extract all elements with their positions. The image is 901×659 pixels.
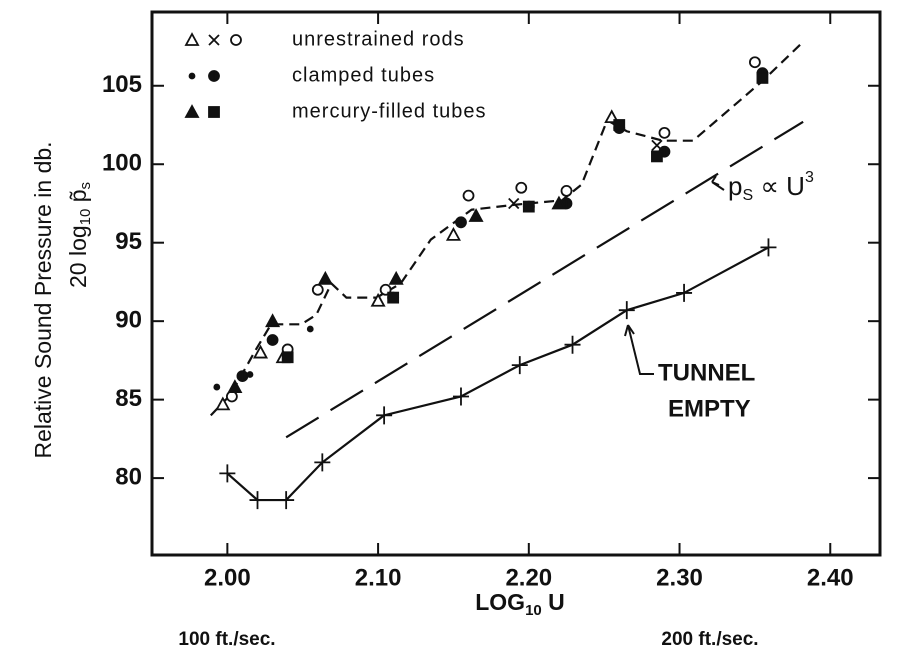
- y-tick-label: 105: [102, 71, 142, 98]
- marker-circle: [225, 390, 238, 403]
- marker-cross: [278, 491, 295, 510]
- marker-square: [208, 106, 220, 118]
- marker-cross: [376, 406, 393, 425]
- marker-x: [508, 197, 520, 210]
- marker-dot: [213, 383, 221, 391]
- marker-triangle: [370, 292, 386, 307]
- marker-cross: [676, 283, 693, 302]
- cube-law-label: pS ∝ U3: [728, 169, 814, 204]
- legend-item: unrestrained rods: [184, 28, 465, 50]
- y-tick-label: 100: [102, 150, 142, 177]
- x-tick-label: 2.30: [656, 564, 703, 591]
- marker-cross: [452, 387, 469, 406]
- marker-cross: [511, 356, 528, 375]
- speed-note: 200 ft./sec.: [661, 629, 758, 650]
- marker-cross: [760, 238, 777, 257]
- cube-law-arrow: [711, 175, 725, 191]
- marker-circle: [230, 34, 242, 46]
- marker-triangle: [253, 344, 269, 359]
- marker-triangle-filled: [551, 195, 567, 210]
- marker-triangle-filled: [227, 379, 243, 393]
- y-tick-label: 80: [115, 463, 142, 490]
- tunnel-label: TUNNEL: [658, 359, 755, 386]
- x-tick-label: 2.20: [505, 564, 552, 591]
- marker-dot: [246, 371, 254, 378]
- marker-half: [455, 216, 467, 229]
- legend-label: mercury-filled tubes: [292, 100, 487, 122]
- marker-circle: [560, 185, 573, 197]
- y-axis-label: Relative Sound Pressure in db.: [30, 141, 56, 458]
- plot-frame: [150, 10, 882, 557]
- marker-half: [236, 370, 249, 382]
- curve: [285, 120, 804, 439]
- marker-x: [208, 34, 220, 46]
- legend-label: unrestrained rods: [292, 28, 465, 50]
- x-tick-label: 2.40: [807, 564, 854, 591]
- y-tick-label: 95: [115, 228, 142, 255]
- marker-triangle: [184, 32, 200, 46]
- legend-label: clamped tubes: [292, 64, 435, 86]
- marker-triangle: [215, 396, 231, 411]
- legend-item: mercury-filled tubes: [184, 100, 487, 122]
- marker-triangle-filled: [468, 208, 484, 222]
- x-tick-label: 2.10: [355, 564, 402, 591]
- marker-triangle-filled: [184, 104, 200, 118]
- marker-square: [387, 291, 400, 304]
- marker-cross: [618, 301, 635, 320]
- marker-circle: [658, 126, 671, 139]
- marker-cross: [564, 335, 581, 354]
- marker-square: [522, 200, 535, 213]
- marker-circle: [748, 56, 761, 69]
- marker-cross: [314, 453, 331, 472]
- marker-dot: [188, 72, 196, 80]
- speed-note: 100 ft./sec.: [178, 629, 275, 650]
- x-tick-label: 2.00: [204, 564, 251, 591]
- marker-triangle: [445, 226, 461, 241]
- tunnel-label: EMPTY: [668, 395, 751, 422]
- marker-dot: [306, 325, 314, 333]
- marker-half: [266, 334, 279, 346]
- x-axis-label: LOG10 U: [475, 589, 565, 619]
- marker-triangle-filled: [388, 270, 404, 285]
- marker-cross: [219, 464, 236, 483]
- marker-square: [613, 119, 626, 131]
- legend-item: clamped tubes: [188, 64, 435, 86]
- marker-circle: [462, 189, 475, 202]
- y-tick-label: 90: [115, 307, 142, 334]
- marker-circle: [311, 283, 324, 296]
- marker-triangle-filled: [265, 313, 281, 328]
- y-tick-label: 85: [115, 385, 142, 412]
- marker-circle: [515, 181, 528, 194]
- marker-triangle-filled: [317, 270, 333, 285]
- marker-square: [756, 72, 769, 84]
- curve: [209, 41, 804, 417]
- marker-square: [281, 351, 294, 364]
- marker-square: [651, 150, 663, 163]
- y-axis-label-formula: 20 log10 p̃s: [65, 182, 94, 288]
- marker-half: [208, 70, 220, 82]
- marker-cross: [249, 491, 266, 510]
- tunnel-arrow: [624, 324, 654, 375]
